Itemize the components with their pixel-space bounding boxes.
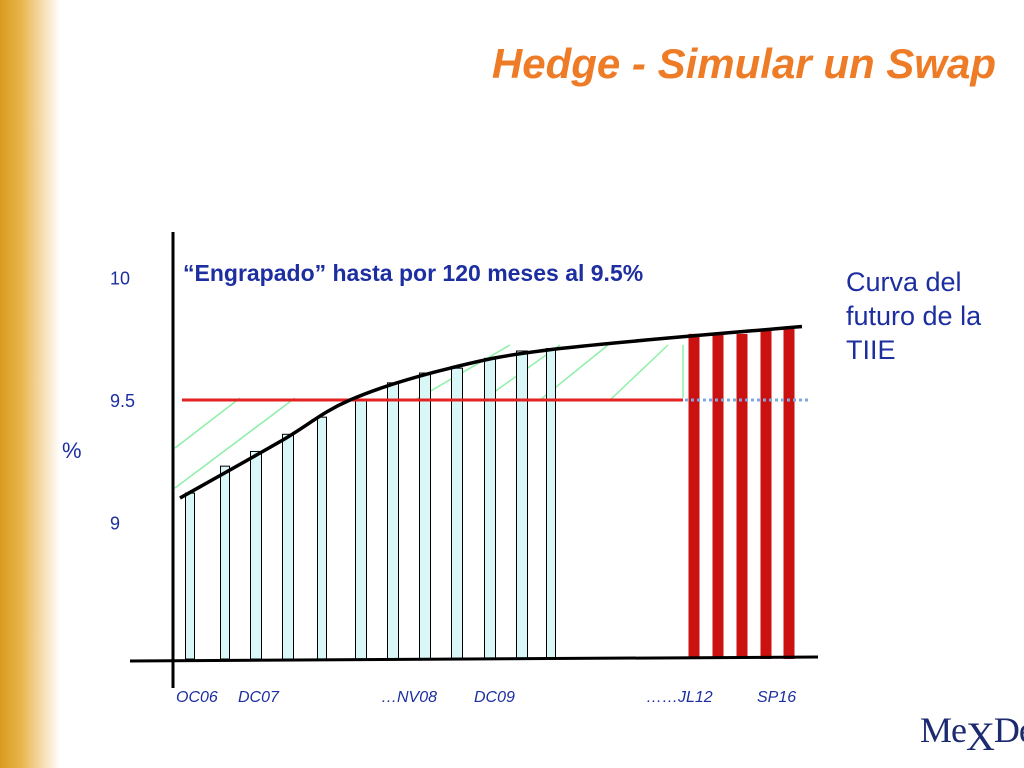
bar-13 bbox=[712, 333, 724, 659]
bar-8 bbox=[451, 367, 463, 660]
bar-0 bbox=[185, 492, 195, 660]
bar-1 bbox=[220, 465, 230, 660]
bar-4 bbox=[317, 416, 327, 660]
bar-3 bbox=[282, 433, 294, 660]
hatch-line-1 bbox=[174, 397, 296, 489]
bar-12 bbox=[688, 333, 700, 659]
x-tick-label-2: …NV08 bbox=[381, 689, 437, 706]
slide-title: Hedge - Simular un Swap bbox=[491, 40, 996, 87]
mexder-logo: MeXDer bbox=[920, 710, 1024, 759]
bar-2 bbox=[250, 450, 262, 660]
bar-5 bbox=[355, 399, 367, 660]
x-tick-label-3: DC09 bbox=[474, 689, 515, 706]
tiie-curve bbox=[179, 324, 803, 500]
y-tick-label-1: 9.5 bbox=[110, 391, 135, 411]
x-tick-label-0: OC06 bbox=[176, 689, 218, 706]
y-tick-label-0: 10 bbox=[110, 269, 130, 289]
x-axis bbox=[129, 655, 819, 663]
bar-16 bbox=[783, 328, 795, 659]
x-tick-label-5: SP16 bbox=[757, 689, 796, 706]
x-tick-label-1: DC07 bbox=[238, 689, 280, 706]
y-tick-label-2: 9 bbox=[110, 514, 120, 534]
bar-9 bbox=[484, 357, 496, 660]
hatch-line-5 bbox=[609, 344, 669, 401]
bar-7 bbox=[419, 372, 431, 660]
bar-15 bbox=[760, 328, 772, 659]
y-tick-labels: 109.59 bbox=[110, 269, 135, 534]
chart-annotation: “Engrapado” hasta por 120 meses al 9.5% bbox=[183, 260, 643, 286]
x-tick-labels: OC06 DC07 …NV08 DC09 ……JL12 SP16 bbox=[176, 689, 796, 706]
bars-group bbox=[185, 328, 795, 660]
bar-6 bbox=[387, 382, 399, 660]
y-axis-label: % bbox=[62, 438, 82, 463]
bar-11 bbox=[546, 348, 556, 660]
decorative-side-band bbox=[0, 0, 60, 768]
bar-10 bbox=[516, 350, 528, 660]
bar-14 bbox=[736, 333, 748, 659]
hatch-line-0 bbox=[174, 397, 241, 449]
x-tick-label-4: ……JL12 bbox=[646, 689, 713, 706]
curve-note: Curva del futuro de la TIIE bbox=[846, 267, 982, 365]
